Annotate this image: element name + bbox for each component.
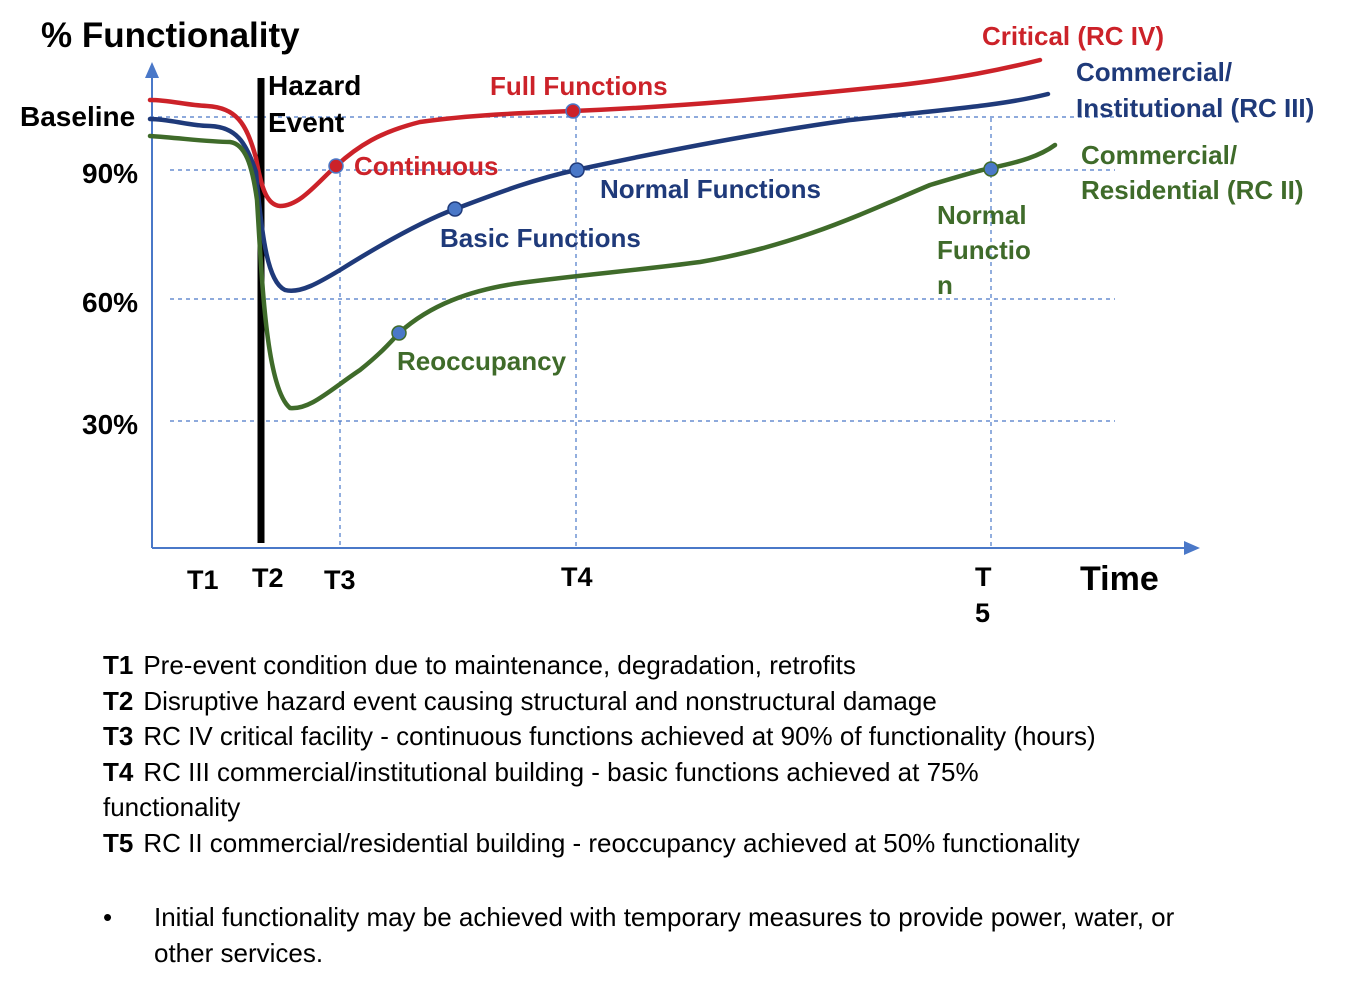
series-line-residential bbox=[147, 133, 1058, 411]
legend-item-t5: T5 RC II commercial/residential building … bbox=[103, 826, 1353, 862]
note-text: Initial functionality may be achieved wi… bbox=[154, 902, 1175, 968]
legend-text: RC IV critical facility - continuous fun… bbox=[143, 721, 1096, 751]
legend-item-t4: T4 RC III commercial/institutional buildi… bbox=[103, 755, 1113, 826]
x-axis-arrow bbox=[1184, 541, 1200, 555]
y-tick-labels: Baseline 90% 60% 30% bbox=[20, 101, 138, 440]
y-tick-60: 60% bbox=[82, 287, 138, 318]
legend-item-t1: T1 Pre-event condition due to maintenance… bbox=[103, 648, 1353, 684]
marker-normal-function-rc2 bbox=[983, 161, 999, 177]
legend-text: RC II commercial/residential building - … bbox=[143, 827, 1080, 858]
chart-title: % Functionality bbox=[41, 16, 300, 55]
marker-continuous bbox=[328, 158, 344, 174]
gridlines bbox=[150, 110, 1115, 548]
legend-code: T2 bbox=[103, 685, 134, 716]
legend-item-t3: T3 RC IV critical facility - continuous f… bbox=[103, 719, 1353, 755]
y-tick-baseline: Baseline bbox=[20, 101, 135, 132]
x-tick-t2: T2 bbox=[252, 563, 284, 593]
series-name-residential: Commercial/Residential (RC II) bbox=[1081, 140, 1303, 205]
legend-code: T3 bbox=[103, 721, 134, 751]
series-markers bbox=[328, 103, 999, 341]
x-tick-t1: T1 bbox=[187, 565, 219, 595]
annotation-normal-functions: Normal Functions bbox=[600, 174, 821, 204]
legend-text: RC III commercial/institutional building… bbox=[103, 756, 979, 823]
annotation-full-functions: Full Functions bbox=[490, 71, 668, 101]
annotation-labels: Full Functions Continuous Normal Functio… bbox=[354, 71, 1031, 376]
y-axis-arrow bbox=[145, 62, 159, 78]
legend-text: Pre-event condition due to maintenance, … bbox=[143, 650, 856, 680]
annotation-basic-functions: Basic Functions bbox=[440, 223, 641, 253]
axes bbox=[145, 62, 1200, 555]
legend-code: T5 bbox=[103, 827, 134, 858]
series-line-critical bbox=[147, 57, 1043, 209]
marker-full-functions bbox=[565, 103, 581, 119]
legend-text: Disruptive hazard event causing structur… bbox=[143, 685, 937, 716]
marker-normal-functions bbox=[569, 162, 585, 178]
y-tick-90: 90% bbox=[82, 158, 138, 189]
hazard-event-label: Hazard Event bbox=[268, 70, 361, 138]
bullet-glyph: • bbox=[103, 902, 113, 932]
annotation-normal-function-rc2: Normal Functio n bbox=[937, 200, 1031, 300]
marker-basic-functions bbox=[447, 201, 463, 217]
series-curves bbox=[147, 57, 1058, 411]
x-tick-t3: T3 bbox=[324, 565, 356, 595]
series-names: Critical (RC IV) Commercial/Institutiona… bbox=[982, 21, 1314, 205]
series-name-critical: Critical (RC IV) bbox=[982, 21, 1164, 51]
marker-reoccupancy bbox=[391, 325, 407, 341]
annotation-continuous: Continuous bbox=[354, 151, 498, 181]
time-legend: T1 Pre-event condition due to maintenance… bbox=[103, 648, 1353, 968]
y-tick-30: 30% bbox=[82, 409, 138, 440]
legend-item-t2: T2 Disruptive hazard event causing struct… bbox=[103, 684, 1353, 720]
x-tick-t4: T4 bbox=[561, 562, 593, 592]
functionality-chart: % Functionality Baseline 90% 60% 30% T1 … bbox=[20, 16, 1314, 628]
annotation-reoccupancy: Reoccupancy bbox=[397, 346, 567, 376]
series-line-institutional bbox=[147, 91, 1051, 294]
legend-code: T1 bbox=[103, 650, 134, 680]
legend-code: T4 bbox=[103, 756, 134, 787]
series-name-institutional: Commercial/Institutional (RC III) bbox=[1076, 57, 1314, 123]
x-axis-label: Time bbox=[1080, 560, 1159, 598]
